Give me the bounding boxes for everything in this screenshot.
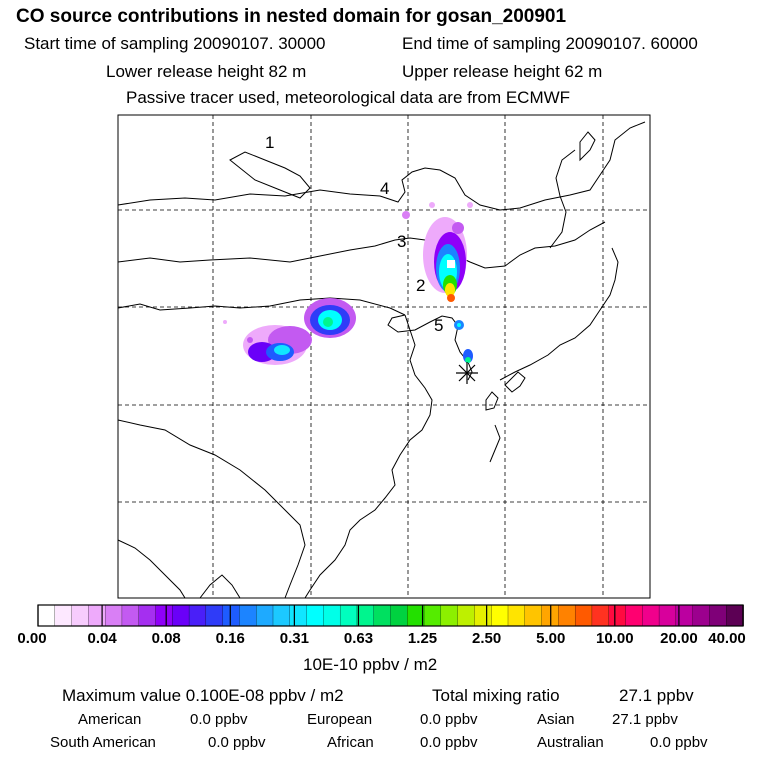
colorbar-cell (658, 604, 677, 627)
colorbar-cell (272, 604, 291, 627)
total-mixing-ratio-value: 27.1 ppbv (619, 686, 694, 705)
colorbar-cell (54, 604, 73, 627)
point-label-1: 5 (434, 316, 443, 335)
lower-release-height-label: Lower release height 82 m (106, 62, 307, 81)
south-american-label: South American (50, 734, 156, 751)
australian-value: 0.0 ppbv (650, 734, 708, 751)
colorbar-tick-label: 0.00 (17, 630, 47, 647)
colorbar-cell (188, 604, 207, 627)
source-contribution-map: 1 4 3 2 5 (117, 114, 651, 599)
colorbar-cell (709, 604, 727, 627)
point-label-5: 1 (265, 133, 274, 152)
colorbar-cell (558, 604, 576, 627)
receptor-star-icon (456, 362, 478, 384)
colorbar-cell (726, 604, 744, 627)
australian-label: Australian (537, 734, 604, 751)
colorbar-cell (172, 604, 190, 627)
co-source-plume (223, 202, 473, 365)
asian-value: 27.1 ppbv (612, 711, 678, 728)
african-label: African (327, 734, 374, 751)
colorbar-cell (423, 604, 442, 627)
colorbar-cell (104, 604, 123, 627)
american-value: 0.0 ppbv (190, 711, 248, 728)
colorbar-tick-label: 0.63 (343, 630, 374, 647)
max-value-label: Maximum value 0.100E-08 ppbv / m2 (62, 686, 344, 705)
end-time-label: End time of sampling 20090107. 60000 (402, 34, 698, 53)
colorbar-cell (88, 604, 106, 627)
coastlines-and-borders (117, 121, 646, 599)
graticule (118, 115, 650, 598)
colorbar-cell (239, 604, 257, 627)
colorbar-cell (642, 604, 660, 627)
point-label-3: 3 (397, 232, 406, 251)
european-value: 0.0 ppbv (420, 711, 478, 728)
start-time-label: Start time of sampling 20090107. 30000 (24, 34, 326, 53)
colorbar-tick-label: 0.08 (151, 630, 181, 647)
african-value: 0.0 ppbv (420, 734, 478, 751)
upper-release-height-label: Upper release height 62 m (402, 62, 603, 81)
colorbar-cell (692, 604, 711, 627)
map-frame (117, 114, 651, 599)
colorbar-cell (524, 604, 543, 627)
colorbar-cell (256, 604, 274, 627)
point-label-2: 2 (416, 276, 425, 295)
colorbar-cell (306, 604, 325, 627)
page-title: CO source contributions in nested domain… (16, 6, 567, 27)
colorbar-cell (205, 604, 224, 627)
colorbar-cell (37, 604, 56, 627)
south-american-value: 0.0 ppbv (208, 734, 266, 751)
colorbar-cell (574, 604, 593, 627)
colorbar-cell (373, 604, 392, 627)
colorbar-cell (339, 604, 358, 627)
tracer-info-label: Passive tracer used, meteorological data… (126, 88, 571, 107)
colorbar-cell (323, 604, 341, 627)
colorbar (37, 604, 744, 627)
colorbar-cell (507, 604, 526, 627)
colorbar-tick-label: 5.00 (536, 630, 566, 647)
colorbar-units-label: 10E-10 ppbv / m2 (303, 655, 438, 674)
colorbar-cell (121, 604, 140, 627)
colorbar-cell (289, 604, 308, 627)
american-label: American (78, 711, 142, 728)
colorbar-cell (440, 604, 459, 627)
colorbar-tick-label: 20.00 (660, 630, 698, 647)
colorbar-cell (457, 604, 476, 627)
colorbar-cell (474, 604, 492, 627)
colorbar-cell (138, 604, 157, 627)
colorbar-tick-label: 0.31 (279, 630, 309, 647)
colorbar-cell (155, 604, 174, 627)
colorbar-cell (625, 604, 644, 627)
colorbar-cell (608, 604, 627, 627)
colorbar-cell (491, 604, 509, 627)
point-label-4: 4 (380, 179, 389, 198)
colorbar-cell (591, 604, 610, 627)
european-label: European (307, 711, 373, 728)
colorbar-tick-label: 0.04 (87, 630, 117, 647)
colorbar-cell (222, 604, 241, 627)
colorbar-cell (390, 604, 409, 627)
colorbar-tick-label: 1.25 (407, 630, 438, 647)
colorbar-tick-label: 40.00 (708, 630, 746, 647)
asian-label: Asian (537, 711, 575, 728)
colorbar-cell (71, 604, 90, 627)
colorbar-cell (356, 604, 375, 627)
total-mixing-ratio-label: Total mixing ratio (432, 686, 560, 705)
colorbar-tick-label: 2.50 (472, 630, 502, 647)
colorbar-tick-label: 0.16 (215, 630, 245, 647)
colorbar-tick-label: 10.00 (596, 630, 634, 647)
